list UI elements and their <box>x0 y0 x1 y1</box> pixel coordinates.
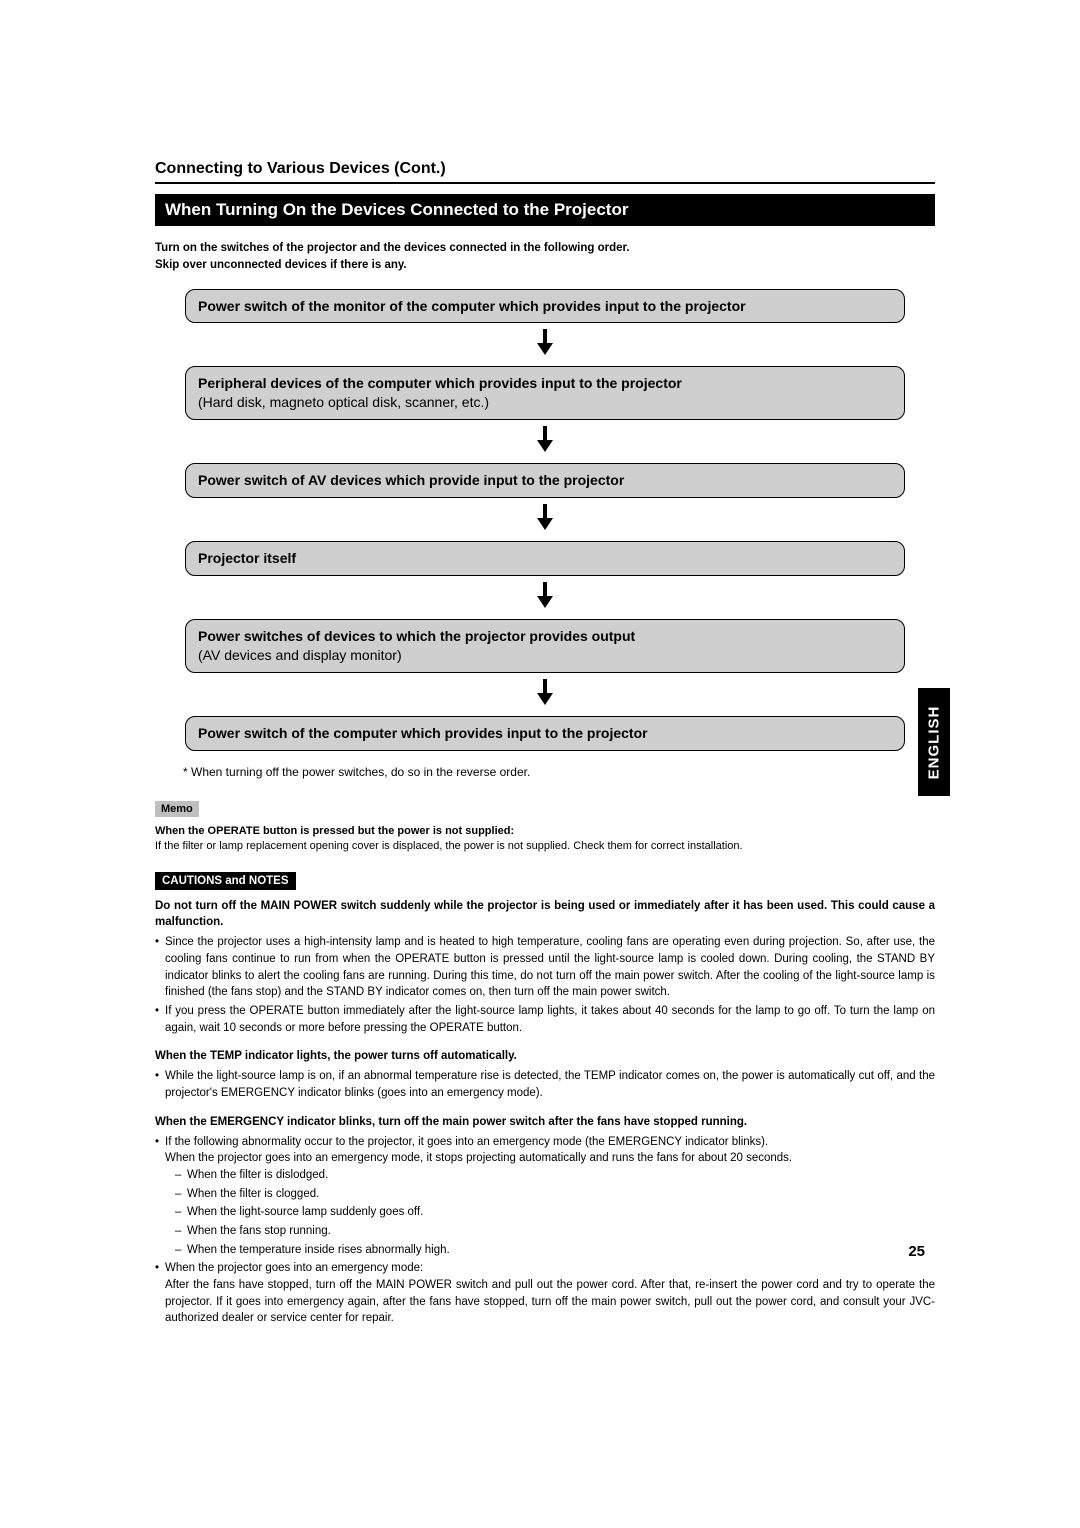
caution3-para: When the projector goes into an emergenc… <box>165 1150 935 1167</box>
flow-arrow-icon <box>185 323 905 366</box>
memo-heading: When the OPERATE button is pressed but t… <box>155 825 935 837</box>
caution3-sublist: When the filter is dislodged. When the fi… <box>175 1167 935 1258</box>
flow-step: Peripheral devices of the computer which… <box>185 366 905 420</box>
language-tab: ENGLISH <box>918 688 950 796</box>
step-main: Projector itself <box>198 550 296 566</box>
step-sub: (AV devices and display monitor) <box>198 647 402 663</box>
page-content: Connecting to Various Devices (Cont.) Wh… <box>155 160 935 1329</box>
flow-step: Projector itself <box>185 541 905 576</box>
flow-step: Power switch of the computer which provi… <box>185 716 905 751</box>
memo-body: If the filter or lamp replacement openin… <box>155 839 935 854</box>
page-number: 25 <box>908 1243 925 1260</box>
flow-step: Power switch of AV devices which provide… <box>185 463 905 498</box>
list-item: If you press the OPERATE button immediat… <box>155 1003 935 1036</box>
caution3-para2: After the fans have stopped, turn off th… <box>165 1277 935 1327</box>
list-item: While the light-source lamp is on, if an… <box>155 1068 935 1101</box>
list-item: When the filter is clogged. <box>175 1186 935 1203</box>
caution3-bullet1-text: If the following abnormality occur to th… <box>165 1136 768 1148</box>
step-main: Power switches of devices to which the p… <box>198 628 635 644</box>
flow-arrow-icon <box>185 498 905 541</box>
caution2-heading: When the TEMP indicator lights, the powe… <box>155 1048 935 1064</box>
step-main: Power switch of AV devices which provide… <box>198 472 624 488</box>
step-sub: (Hard disk, magneto optical disk, scanne… <box>198 394 489 410</box>
cautions-label: CAUTIONS and NOTES <box>155 872 296 890</box>
flow-arrow-icon <box>185 576 905 619</box>
flow-step: Power switches of devices to which the p… <box>185 619 905 673</box>
list-item: Since the projector uses a high-intensit… <box>155 934 935 1001</box>
flow-arrow-icon <box>185 673 905 716</box>
step-main: Peripheral devices of the computer which… <box>198 375 682 391</box>
step-main: Power switch of the computer which provi… <box>198 725 648 741</box>
caution3-heading: When the EMERGENCY indicator blinks, tur… <box>155 1114 935 1130</box>
list-item: When the light-source lamp suddenly goes… <box>175 1204 935 1221</box>
list-item: When the filter is dislodged. <box>175 1167 935 1184</box>
language-tab-text: ENGLISH <box>926 705 943 779</box>
document-title: Connecting to Various Devices (Cont.) <box>155 160 935 184</box>
list-item: When the fans stop running. <box>175 1223 935 1240</box>
caution1-list: Since the projector uses a high-intensit… <box>155 934 935 1036</box>
list-item: When the temperature inside rises abnorm… <box>175 1242 935 1259</box>
flow-arrow-icon <box>185 420 905 463</box>
caution3-bullet1: If the following abnormality occur to th… <box>155 1134 935 1259</box>
caution3-bullet2: When the projector goes into an emergenc… <box>155 1260 935 1327</box>
intro-line1: Turn on the switches of the projector an… <box>155 242 630 254</box>
section-header: When Turning On the Devices Connected to… <box>155 194 935 226</box>
caution1-heading: Do not turn off the MAIN POWER switch su… <box>155 898 935 930</box>
intro-text: Turn on the switches of the projector an… <box>155 240 935 275</box>
flowchart: Power switch of the monitor of the compu… <box>185 289 905 751</box>
memo-label: Memo <box>155 801 199 817</box>
step-main: Power switch of the monitor of the compu… <box>198 298 746 314</box>
flow-step: Power switch of the monitor of the compu… <box>185 289 905 324</box>
caution3-bullet2-text: When the projector goes into an emergenc… <box>165 1262 423 1274</box>
footnote: * When turning off the power switches, d… <box>183 765 935 779</box>
intro-line2: Skip over unconnected devices if there i… <box>155 259 407 271</box>
caution2-list: While the light-source lamp is on, if an… <box>155 1068 935 1101</box>
caution3-list: If the following abnormality occur to th… <box>155 1134 935 1327</box>
